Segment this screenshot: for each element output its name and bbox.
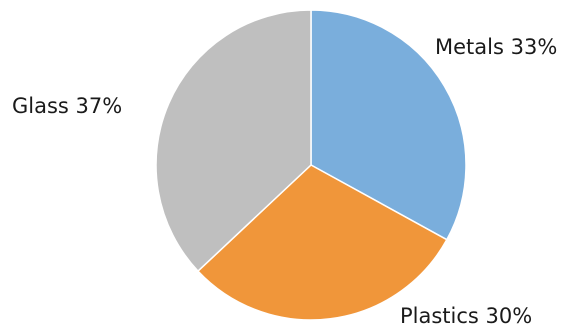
slice-label-plastics: Plastics 30% — [400, 304, 532, 328]
slice-label-metals: Metals 33% — [435, 35, 557, 59]
pie-labels: Metals 33% Plastics 30% Glass 37% — [12, 35, 557, 328]
pie-slice-metals — [310, 9, 467, 241]
pie-slice-glass — [155, 9, 312, 273]
slice-label-glass: Glass 37% — [12, 94, 122, 118]
pie-slice-plastics — [196, 164, 448, 321]
pie-slices — [155, 9, 467, 321]
